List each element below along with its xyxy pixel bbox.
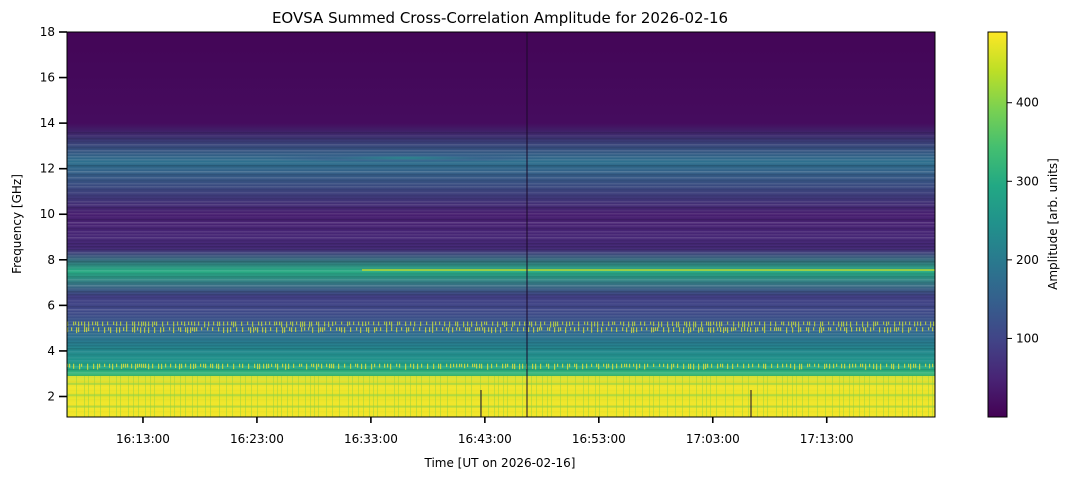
spectrogram-texture: [67, 132, 935, 417]
colorbar-tick-label: 400: [1016, 96, 1039, 110]
colorbar-tick-label: 200: [1016, 253, 1039, 267]
y-tick-label: 10: [40, 207, 55, 221]
x-axis: 16:13:00 16:23:00 16:33:00 16:43:00 16:53:00…: [116, 417, 854, 446]
plot-area: [67, 32, 935, 417]
y-axis-label: Frequency [GHz]: [10, 174, 24, 274]
y-tick-label: 4: [47, 344, 55, 358]
colorbar: 100 200 300 400 Amplitude [arb. units]: [987, 31, 1060, 418]
x-tick-label: 16:43:00: [458, 432, 512, 446]
y-tick-label: 8: [47, 253, 55, 267]
x-tick-label: 16:53:00: [572, 432, 626, 446]
y-axis: 2 4 6 8 10 12 14 16 18: [40, 25, 67, 403]
colorbar-ticks: 100 200 300 400: [1007, 96, 1039, 345]
x-tick-label: 16:33:00: [344, 432, 398, 446]
y-tick-label: 18: [40, 25, 55, 39]
emission-band-12ghz: [260, 153, 550, 163]
colorbar-label: Amplitude [arb. units]: [1046, 158, 1060, 290]
x-tick-label: 17:13:00: [800, 432, 854, 446]
colorbar-gradient: [987, 31, 1008, 418]
y-tick-label: 14: [40, 116, 55, 130]
chart-title: EOVSA Summed Cross-Correlation Amplitude…: [272, 9, 728, 27]
x-tick-label: 16:23:00: [230, 432, 284, 446]
x-axis-label: Time [UT on 2026-02-16]: [424, 456, 576, 470]
y-tick-label: 12: [40, 162, 55, 176]
x-tick-label: 17:03:00: [686, 432, 740, 446]
spectrogram-image: [67, 32, 935, 417]
x-tick-label: 16:13:00: [116, 432, 170, 446]
colorbar-tick-label: 100: [1016, 331, 1039, 345]
plot-frame: [66, 31, 936, 418]
y-tick-label: 6: [47, 298, 55, 312]
colorbar-tick-label: 300: [1016, 174, 1039, 188]
y-tick-label: 2: [47, 389, 55, 403]
y-tick-label: 16: [40, 71, 55, 85]
